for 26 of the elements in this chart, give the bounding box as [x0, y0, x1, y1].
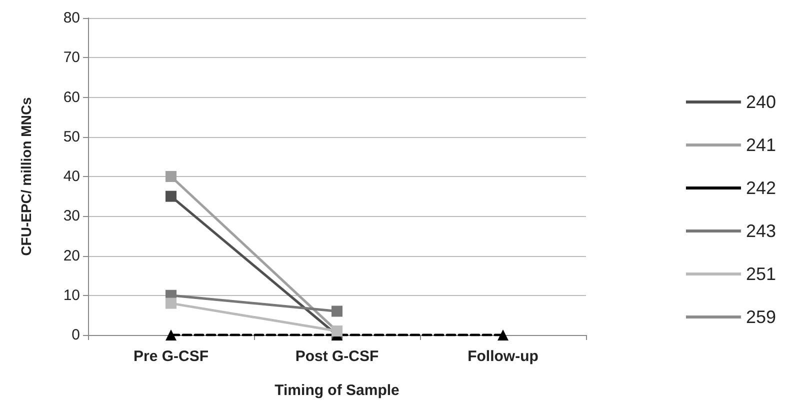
point — [166, 330, 176, 340]
x-tick-label: Post G-CSF — [295, 348, 379, 365]
legend-label: 251 — [746, 264, 776, 284]
y-tick-label: 50 — [63, 128, 80, 146]
legend-label: 243 — [746, 221, 776, 241]
y-tick-label: 30 — [63, 208, 80, 225]
y-tick-label: 0 — [72, 326, 80, 344]
legend-label: 259 — [746, 307, 776, 327]
y-tick-label: 80 — [63, 10, 80, 26]
x-axis-title: Timing of Sample — [274, 382, 400, 399]
x-tick-label: Follow-up — [468, 348, 538, 365]
y-tick-label: 20 — [63, 247, 80, 264]
y-tick-label: 60 — [63, 88, 80, 106]
point — [166, 190, 176, 202]
point — [498, 330, 508, 340]
point — [166, 171, 176, 182]
point — [166, 298, 176, 309]
y-tick-label: 70 — [63, 49, 80, 66]
legend-label: 240 — [746, 92, 776, 112]
y-axis-title: CFU-EPC/ million MNCs — [18, 96, 34, 256]
point — [332, 306, 342, 317]
legend-label: 242 — [746, 178, 776, 198]
y-tick-label: 10 — [63, 286, 80, 304]
y-tick-label: 40 — [63, 168, 80, 185]
x-tick-label: Pre G-CSF — [133, 348, 209, 365]
legend-label: 241 — [746, 135, 776, 155]
